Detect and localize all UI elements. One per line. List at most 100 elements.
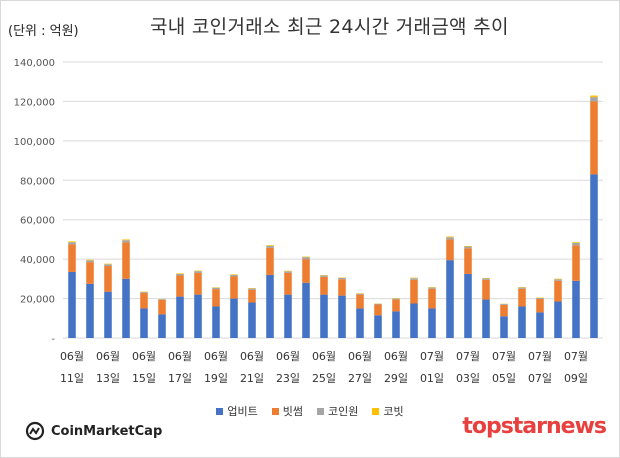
bar-segment-korbit-06월18일 [194, 270, 202, 272]
legend-swatch [372, 407, 380, 415]
bar-segment-bithumb-06월29일 [392, 299, 400, 312]
bar-segment-bithumb-06월13일 [104, 266, 112, 292]
x-tick-month: 06월 [348, 350, 372, 363]
bar-segment-upbit-06월26일 [338, 295, 346, 338]
x-tick-month: 06월 [60, 350, 84, 363]
bar-segment-korbit-06월14일 [122, 239, 130, 241]
x-tick-day: 11일 [60, 371, 84, 385]
bar-segment-coinone-07월02일 [446, 237, 454, 240]
bar-segment-coinone-06월19일 [212, 287, 220, 290]
bar-segment-bithumb-07월02일 [446, 239, 454, 261]
bar-segment-korbit-07월10일 [590, 95, 598, 98]
bar-segment-upbit-07월02일 [446, 260, 454, 338]
bar-segment-upbit-07월08일 [554, 301, 562, 338]
bar-segment-upbit-06월22일 [266, 274, 274, 338]
bar-segment-bithumb-06월19일 [212, 289, 220, 307]
bar-segment-coinone-07월09일 [572, 242, 580, 246]
bar-segment-coinone-06월27일 [356, 293, 364, 295]
x-tick-day: 01일 [420, 371, 444, 385]
bar-segment-upbit-06월28일 [374, 315, 382, 338]
bar-segment-coinone-06월20일 [230, 274, 238, 277]
bar-segment-bithumb-07월05일 [500, 304, 508, 317]
legend-item-korbit: 코빗 [372, 403, 404, 419]
coinmarketcap-name: CoinMarketCap [51, 423, 163, 439]
y-tick-label: 60,000 [20, 216, 55, 227]
bar-segment-coinone-06월21일 [248, 288, 256, 290]
bar-segment-upbit-06월27일 [356, 308, 364, 338]
bar-segment-bithumb-06월20일 [230, 276, 238, 299]
bar-segment-korbit-06월23일 [284, 270, 292, 272]
bar-segment-bithumb-06월23일 [284, 272, 292, 295]
x-tick-day: 21일 [240, 371, 264, 385]
bar-segment-korbit-06월22일 [266, 245, 274, 246]
gridlines [63, 61, 603, 339]
bar-segment-coinone-07월01일 [428, 287, 436, 289]
bar-segment-korbit-06월17일 [176, 273, 184, 274]
bar-segment-bithumb-07월10일 [590, 101, 598, 175]
bar-segment-bithumb-06월24일 [302, 259, 310, 283]
bar-segment-korbit-06월12일 [86, 259, 94, 261]
legend-label: 코인원 [328, 405, 359, 418]
bar-segment-upbit-06월21일 [248, 302, 256, 338]
y-axis-ticks: - 20,000 40,000 60,000 80,000 100,000 120,000 1… [14, 58, 56, 345]
bar-segment-bithumb-06월30일 [410, 279, 418, 304]
bar-segment-upbit-06월13일 [104, 291, 112, 338]
x-tick-month: 07월 [564, 350, 588, 363]
bar-segment-coinone-07월04일 [482, 278, 490, 280]
x-tick-month: 06월 [312, 350, 336, 363]
x-tick-day: 07일 [528, 371, 552, 385]
bar-segment-bithumb-06월22일 [266, 247, 274, 275]
bar-segment-coinone-06월29일 [392, 298, 400, 300]
bar-segment-coinone-06월24일 [302, 257, 310, 260]
bar-segment-korbit-06월24일 [302, 256, 310, 258]
bars [68, 95, 598, 338]
bar-segment-upbit-06월29일 [392, 311, 400, 338]
x-tick-month: 06월 [96, 350, 120, 363]
bar-segment-korbit-07월03일 [464, 245, 472, 247]
bar-segment-bithumb-07월01일 [428, 288, 436, 309]
bar-segment-bithumb-07월07일 [536, 298, 544, 313]
bar-segment-bithumb-07월03일 [464, 248, 472, 274]
bar-segment-upbit-07월04일 [482, 299, 490, 338]
bar-segment-bithumb-06월28일 [374, 304, 382, 316]
bar-segment-upbit-07월03일 [464, 273, 472, 338]
bar-segment-coinone-06월25일 [320, 275, 328, 277]
legend-item-upbit: 업비트 [216, 403, 258, 419]
bar-segment-coinone-06월26일 [338, 277, 346, 280]
bar-segment-bithumb-06월12일 [86, 262, 94, 284]
bar-segment-upbit-07월06일 [518, 306, 526, 338]
x-tick-month: 07월 [528, 350, 552, 363]
x-tick-month: 07월 [456, 350, 480, 363]
bar-segment-coinone-06월14일 [122, 240, 130, 243]
bar-segment-upbit-06월24일 [302, 282, 310, 338]
coinmarketcap-icon [25, 421, 45, 441]
y-tick-label: 20,000 [20, 295, 55, 306]
bar-segment-upbit-06월19일 [212, 306, 220, 338]
bar-segment-korbit-07월02일 [446, 236, 454, 238]
y-tick-label: - [51, 334, 55, 345]
bar-segment-upbit-06월16일 [158, 314, 166, 338]
bar-segment-upbit-06월15일 [140, 308, 148, 338]
bar-segment-korbit-06월11일 [68, 241, 76, 243]
x-tick-day: 19일 [204, 371, 228, 385]
x-tick-month: 06월 [384, 350, 408, 363]
legend-label: 빗썸 [282, 405, 303, 418]
bar-segment-coinone-07월06일 [518, 287, 526, 289]
bar-segment-upbit-06월23일 [284, 294, 292, 338]
bar-segment-coinone-06월23일 [284, 271, 292, 273]
legend-label: 코빗 [383, 405, 404, 418]
bar-segment-coinone-06월13일 [104, 264, 112, 267]
bar-segment-bithumb-06월21일 [248, 289, 256, 303]
y-tick-label: 140,000 [14, 58, 55, 69]
bar-segment-korbit-06월20일 [230, 274, 238, 275]
bar-segment-upbit-07월10일 [590, 174, 598, 338]
bar-segment-korbit-07월09일 [572, 242, 580, 243]
bar-segment-bithumb-06월16일 [158, 299, 166, 315]
bar-segment-bithumb-06월27일 [356, 294, 364, 309]
bar-segment-korbit-07월08일 [554, 278, 562, 280]
bar-segment-upbit-06월12일 [86, 283, 94, 338]
bar-segment-bithumb-06월26일 [338, 279, 346, 296]
x-axis-ticks: 06월 11일 06월 13일 06월 15일 06월 17일 06월 19일 06월 21일 06월 2… [60, 350, 588, 385]
bar-segment-coinone-07월08일 [554, 279, 562, 281]
bar-segment-coinone-06월16일 [158, 299, 166, 300]
